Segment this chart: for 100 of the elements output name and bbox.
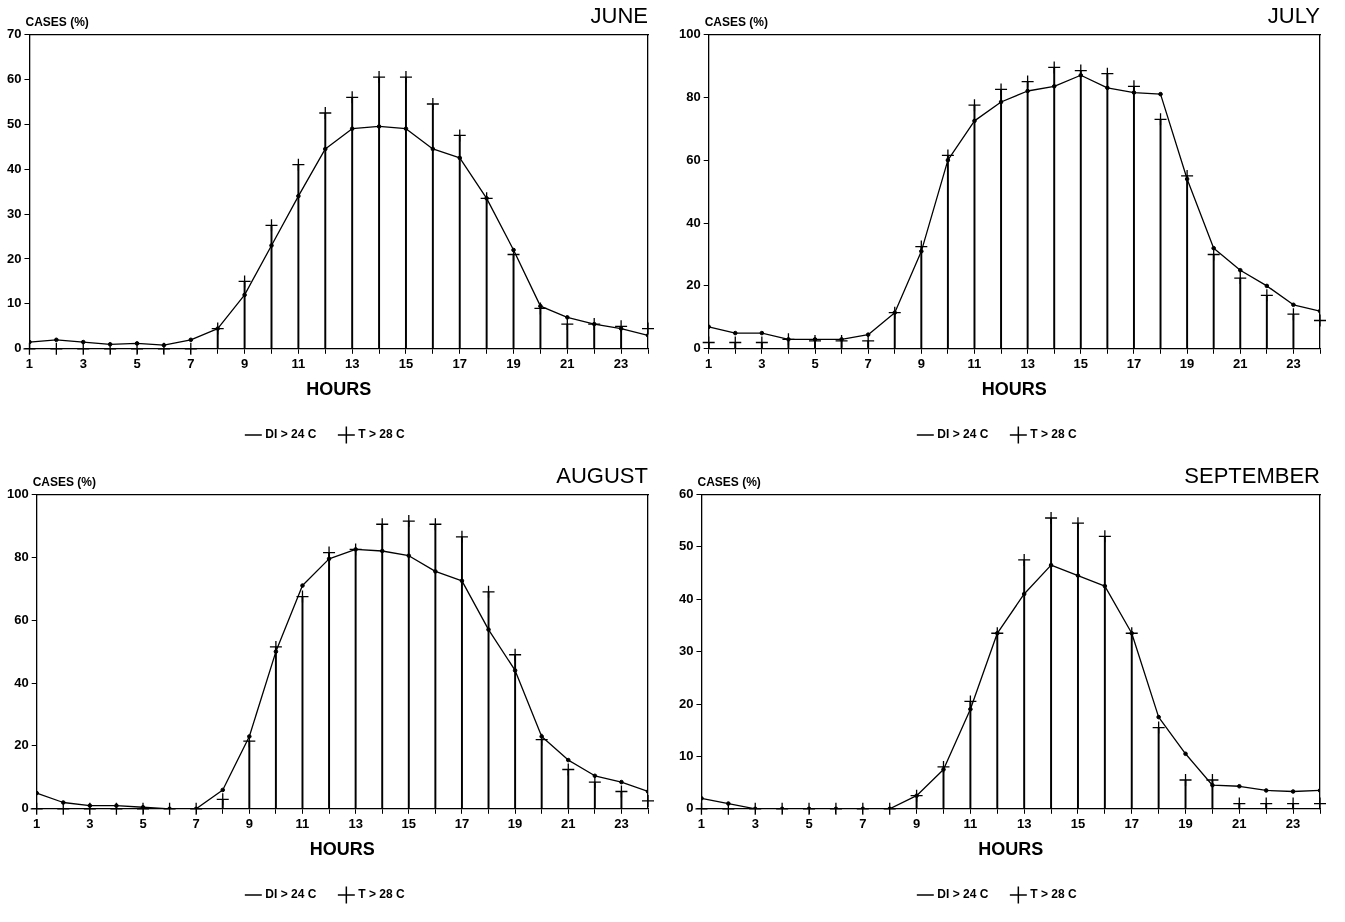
- point: [291, 158, 306, 172]
- y-tick-label: 80: [14, 548, 29, 564]
- y-tick-label: 40: [14, 674, 29, 690]
- point: [1180, 169, 1194, 183]
- y-tick-label: 0: [21, 800, 29, 816]
- point: [560, 317, 574, 331]
- legend-label: T > 28 C: [1030, 887, 1078, 902]
- point: [295, 589, 310, 604]
- x-tick-label: 7: [864, 356, 872, 372]
- x-tick-label: 15: [1073, 356, 1089, 372]
- point: [428, 517, 443, 531]
- x-tick-label: 21: [1232, 816, 1247, 832]
- y-axis-title: CASES (%): [697, 474, 761, 489]
- x-tick-label: 7: [859, 816, 867, 832]
- point: [781, 332, 796, 347]
- legend-label: DI > 24 C: [937, 427, 989, 442]
- x-tick-label: 23: [614, 816, 629, 832]
- point: [455, 530, 469, 544]
- point: [426, 97, 440, 111]
- y-tick-label: 20: [686, 277, 701, 293]
- y-tick-label: 100: [6, 485, 29, 501]
- point: [1260, 288, 1274, 302]
- y-tick-label: 40: [6, 160, 22, 176]
- point: [216, 792, 230, 807]
- x-tick-label: 19: [506, 356, 521, 372]
- y-axis-title: CASES (%): [32, 474, 97, 489]
- point: [1178, 773, 1193, 787]
- y-tick-label: 20: [678, 695, 694, 711]
- point: [1259, 796, 1273, 811]
- x-axis-title: HOURS: [309, 839, 375, 860]
- x-tick-label: 15: [398, 356, 414, 372]
- x-tick-label: 15: [401, 816, 417, 832]
- x-axis-title: HOURS: [981, 379, 1047, 400]
- point: [963, 694, 978, 709]
- point: [506, 247, 521, 262]
- y-tick-label: 60: [678, 485, 694, 501]
- point: [481, 585, 496, 599]
- x-tick-label: 9: [917, 356, 925, 372]
- x-tick-label: 11: [291, 356, 306, 372]
- x-tick-label: 13: [1020, 356, 1035, 372]
- point: [372, 70, 386, 84]
- x-tick-label: 7: [187, 356, 195, 372]
- point: [909, 789, 924, 803]
- x-tick-label: 7: [192, 816, 200, 832]
- point: [453, 128, 467, 143]
- point: [508, 648, 522, 662]
- point: [1151, 720, 1166, 735]
- x-tick-label: 11: [967, 356, 982, 372]
- x-tick-label: 15: [1070, 816, 1086, 832]
- y-tick-label: 40: [678, 590, 694, 606]
- point: [237, 274, 252, 289]
- point: [535, 732, 549, 747]
- x-tick-label: 19: [1179, 356, 1195, 372]
- y-tick-label: 100: [678, 25, 701, 41]
- point: [162, 802, 177, 816]
- x-tick-label: 3: [758, 356, 766, 372]
- chart-title: AUGUST: [556, 463, 648, 489]
- point: [1020, 74, 1035, 89]
- x-tick-label: 17: [1124, 816, 1139, 832]
- x-tick-label: 21: [1233, 356, 1248, 372]
- point: [1044, 511, 1058, 525]
- y-axis-title: CASES (%): [704, 14, 769, 29]
- x-tick-label: 13: [344, 356, 360, 372]
- y-tick-label: 0: [686, 800, 694, 816]
- chart-title: JULY: [1267, 3, 1321, 29]
- point: [1233, 271, 1247, 285]
- y-tick-label: 10: [678, 747, 694, 763]
- legend-label: DI > 24 C: [937, 887, 989, 902]
- x-tick-label: 5: [139, 816, 147, 832]
- point: [561, 762, 575, 777]
- y-tick-label: 60: [6, 70, 22, 86]
- legend-label: T > 28 C: [358, 887, 406, 902]
- legend-label: DI > 24 C: [265, 887, 317, 902]
- point: [614, 319, 628, 333]
- x-axis-title: HOURS: [978, 839, 1044, 860]
- y-tick-label: 20: [14, 737, 29, 753]
- y-tick-label: 40: [686, 214, 701, 230]
- point: [1286, 307, 1301, 321]
- point: [318, 106, 332, 120]
- point: [264, 218, 279, 232]
- point: [402, 514, 416, 528]
- point: [1047, 60, 1061, 75]
- point: [967, 98, 982, 112]
- legend-label: T > 28 C: [358, 427, 406, 442]
- x-tick-label: 21: [561, 816, 576, 832]
- point: [994, 82, 1008, 97]
- chart-title: SEPTEMBER: [1184, 463, 1320, 489]
- x-tick-label: 9: [245, 816, 253, 832]
- y-tick-label: 30: [6, 205, 22, 221]
- x-tick-label: 17: [452, 356, 467, 372]
- point: [399, 70, 413, 84]
- point: [936, 760, 951, 774]
- x-tick-label: 13: [348, 816, 363, 832]
- y-axis-title: CASES (%): [25, 14, 89, 29]
- x-tick-label: 3: [79, 356, 87, 372]
- point: [1286, 796, 1300, 811]
- point: [588, 775, 602, 789]
- y-tick-label: 50: [678, 538, 694, 554]
- x-tick-label: 3: [86, 816, 94, 832]
- x-axis-title: HOURS: [306, 379, 372, 400]
